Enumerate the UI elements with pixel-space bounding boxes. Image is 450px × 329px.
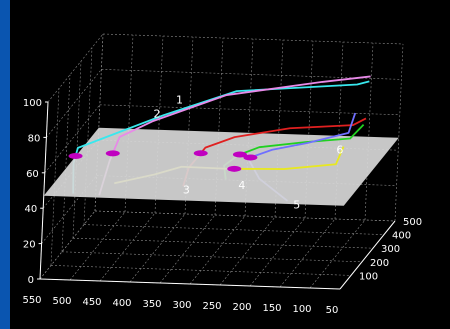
grid-line	[83, 47, 93, 225]
grid-line	[189, 215, 246, 285]
grid-line	[159, 214, 216, 284]
markers	[68, 150, 258, 172]
series-label-2: 2	[153, 107, 160, 120]
grid-line	[249, 217, 306, 287]
series-upper-group	[74, 75, 371, 170]
grid-line	[309, 219, 366, 289]
z-tick-label: 0	[28, 275, 34, 286]
grid-line	[219, 216, 276, 286]
crossing-marker	[232, 151, 247, 158]
crossing-marker	[68, 152, 83, 159]
grid-line	[39, 210, 96, 280]
series-line-4	[239, 124, 365, 156]
grid-line	[279, 218, 336, 288]
x-tick-label: 400	[112, 298, 131, 309]
crossing-marker	[227, 165, 242, 172]
y-axis-line	[339, 220, 396, 290]
x-tick-label: 150	[262, 303, 281, 314]
grid-line	[47, 33, 104, 103]
grid-line	[61, 251, 363, 263]
z-tick-label: 20	[23, 240, 36, 251]
series-line-3	[200, 117, 367, 154]
y-tick-label: 200	[370, 258, 389, 269]
x-tick-label: 100	[292, 304, 311, 315]
ticks: 550 500 450 400 350 300 250 200 150 100 5050040030…	[22, 98, 422, 316]
x-tick-label: 50	[326, 305, 339, 316]
x-tick-label: 250	[202, 301, 221, 312]
grid-line	[46, 69, 102, 138]
y-tick-label: 400	[392, 231, 411, 242]
series-label-6: 6	[336, 144, 343, 157]
z-tick-label: 100	[23, 98, 42, 109]
grid-line	[61, 74, 71, 252]
x-tick-label: 300	[172, 300, 191, 311]
grid-line	[50, 88, 60, 266]
x-axis-line	[39, 278, 341, 290]
y-tick-label: 300	[381, 244, 400, 255]
y-tick-label: 500	[403, 217, 422, 228]
series-line-5	[250, 112, 357, 159]
series-line-1	[74, 80, 370, 157]
series-line-6	[234, 146, 345, 170]
z-tick-label: 40	[24, 204, 37, 215]
crossing-marker	[243, 154, 258, 161]
series-line-2	[111, 75, 371, 154]
x-tick-label: 350	[142, 299, 161, 310]
y-tick-label: 100	[359, 271, 378, 282]
x-tick-label: 550	[22, 295, 41, 306]
grid-line	[394, 43, 404, 222]
grid-line	[69, 211, 126, 281]
grid-line	[99, 212, 156, 282]
plane	[43, 127, 399, 206]
grid-line	[364, 42, 374, 221]
z-tick-label: 80	[28, 133, 41, 144]
series-labels: 1 2 3 4 5 6	[153, 93, 343, 211]
x-tick-label: 200	[232, 302, 251, 313]
z-tick-label: 60	[26, 169, 39, 180]
series-label-4: 4	[238, 179, 245, 192]
series-label-1: 1	[176, 93, 183, 106]
z-axis-line	[39, 101, 49, 280]
crossing-marker	[193, 150, 208, 157]
series-label-5: 5	[293, 198, 300, 211]
grid-line	[129, 213, 186, 283]
x-tick-label: 450	[82, 297, 101, 308]
series-label-3: 3	[183, 183, 190, 196]
x-tick-label: 500	[52, 296, 71, 307]
crossing-marker	[105, 150, 120, 157]
intersection-plane	[43, 127, 399, 206]
grid-line	[44, 104, 101, 173]
